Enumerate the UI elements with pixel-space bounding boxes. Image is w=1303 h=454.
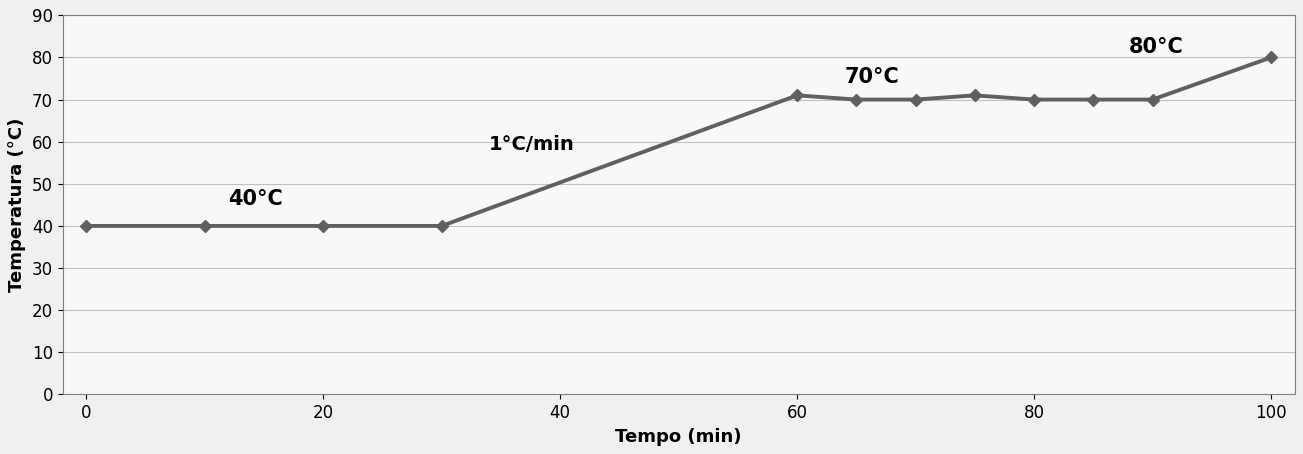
Text: 1°C/min: 1°C/min xyxy=(489,135,575,154)
Text: 40°C: 40°C xyxy=(228,189,283,209)
Text: 70°C: 70°C xyxy=(844,67,899,87)
Y-axis label: Temperatura (°C): Temperatura (°C) xyxy=(8,118,26,292)
Text: 80°C: 80°C xyxy=(1128,37,1183,57)
X-axis label: Tempo (min): Tempo (min) xyxy=(615,428,741,446)
